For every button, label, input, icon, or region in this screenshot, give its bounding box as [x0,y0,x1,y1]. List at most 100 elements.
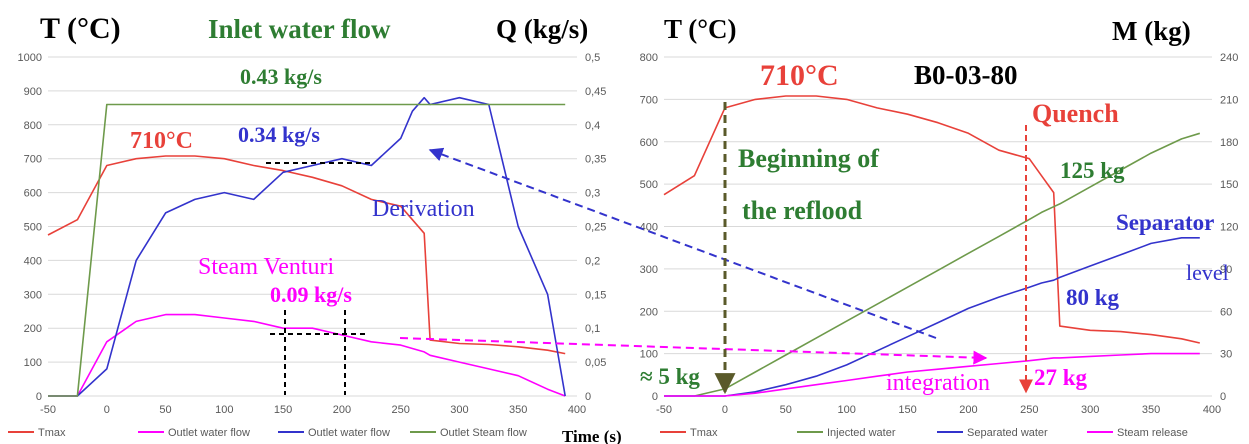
x-tick-label: 100 [837,404,855,416]
series-line [48,103,566,397]
x-tick-label: 250 [391,404,409,416]
x-tick-label: 300 [450,404,468,416]
y-right-tick-label: 150 [1220,179,1238,191]
left-tmax-annotation: 710°C [130,128,193,154]
right-chart: 0100200300400500600700800030609012015018… [640,52,1239,439]
y-left-tick-label: 0 [652,391,658,403]
x-tick-label: 150 [898,404,916,416]
legend-label: Injected water [827,427,896,439]
x-tick-label: 300 [1081,404,1099,416]
venturi-flow-annotation: 0.09 kg/s [270,282,352,307]
legend-label: Outlet water flow [308,427,390,439]
x-tick-label: 100 [215,404,233,416]
left-chart-series [47,96,566,397]
y-left-tick-label: 800 [640,52,658,64]
beginning-annotation-1: Beginning of [738,144,879,173]
legend-label: Outlet water flow [168,427,250,439]
test-id-label: B0-03-80 [914,60,1018,90]
x-tick-label: 200 [959,404,977,416]
legend-label: Steam release [1117,427,1188,439]
series-line [664,352,1200,397]
steam-venturi-annotation: Steam Venturi [198,254,335,280]
legend-label: Separated water [967,427,1048,439]
y-right-tick-label: 0,35 [585,154,606,166]
y-right-tick-label: 30 [1220,349,1232,361]
right-tmax-annotation: 710°C [760,59,839,92]
y-right-tick-label: 0 [585,391,591,403]
y-left-tick-label: 300 [24,289,42,301]
x-tick-label: 150 [274,404,292,416]
x-tick-label: 0 [104,404,110,416]
series-line [47,155,566,355]
x-tick-label: -50 [40,404,56,416]
y-left-tick-label: 100 [24,357,42,369]
quench-annotation: Quench [1032,99,1119,128]
left-chart-legend: Tmax Outlet water flow Outlet water flow Ou… [8,427,527,439]
x-tick-label: 50 [780,404,792,416]
right-chart-grid [664,56,1212,397]
y-left-tick-label: 800 [24,120,42,132]
x-tick-label: 250 [1020,404,1038,416]
x-tick-label: 0 [722,404,728,416]
y-right-tick-label: 240 [1220,52,1238,64]
y-left-tick-label: 300 [640,264,658,276]
steam-flow-annotation: 0.43 kg/s [240,64,322,89]
series-line [664,132,1201,397]
derivation-arrow [428,147,937,339]
y-right-tick-label: 0,3 [585,188,600,200]
x-tick-label: 400 [1203,404,1221,416]
y-right-tick-label: 0,15 [585,289,606,301]
y-right-tick-label: 0,25 [585,222,606,234]
integration-arrow [399,337,988,365]
left-chart-grid [48,56,577,397]
y-left-tick-label: 1000 [18,52,42,64]
y-left-tick-label: 200 [24,323,42,335]
right-chart-legend: Tmax Injected water Separated water Steam r… [660,427,1188,439]
steam-mass-annotation: 27 kg [1034,365,1088,390]
x-tick-label: -50 [656,404,672,416]
y-right-tick-label: 0,4 [585,120,600,132]
y-right-tick-label: 60 [1220,306,1232,318]
legend-label: Tmax [38,427,66,439]
chart-title: Inlet water flow [208,14,391,44]
legend-label: Outlet Steam flow [440,427,527,439]
y-left-tick-label: 100 [640,349,658,361]
y-left-tick-label: 700 [24,154,42,166]
separator-annotation-1: Separator [1116,210,1214,235]
injected-mass-annotation: 125 kg [1060,158,1125,183]
legend-label: Tmax [690,427,718,439]
y-left-tick-label: 400 [640,222,658,234]
right-chart-series [663,95,1201,397]
series-line [48,96,566,397]
y-left-tick-label: 600 [24,188,42,200]
y-left-tick-label: 400 [24,255,42,267]
left-axis-title: T (°C) [40,12,121,45]
x-tick-label: 350 [1142,404,1160,416]
y-right-tick-label: 210 [1220,94,1238,106]
y-right-tick-label: 0,1 [585,323,600,335]
initial-mass-annotation: ≈ 5 kg [640,364,700,389]
x-tick-label: 350 [509,404,527,416]
y-left-tick-label: 500 [640,179,658,191]
series-line [664,237,1200,397]
beginning-annotation-2: the reflood [742,196,863,225]
y-right-tick-label: 0,2 [585,255,600,267]
y-left-tick-label: 900 [24,86,42,98]
y-right-tick-label: 0,45 [585,86,606,98]
y-left-tick-label: 700 [640,94,658,106]
time-axis-label: Time (s) [562,427,622,444]
right-chart-ticks: 0100200300400500600700800030609012015018… [640,52,1239,416]
derivation-annotation: Derivation [372,196,475,222]
x-tick-label: 400 [568,404,586,416]
left-chart: 0100200300400500600700800900100000,050,1… [8,52,606,439]
x-tick-label: 200 [333,404,351,416]
y-right-tick-label: 0,05 [585,357,606,369]
y-right-tick-label: 180 [1220,137,1238,149]
x-tick-label: 50 [159,404,171,416]
right-axis-title: Q (kg/s) [496,14,588,44]
y-right-tick-label: 0 [1220,391,1226,403]
y-right-tick-label: 0,5 [585,52,600,64]
y-left-tick-label: 200 [640,306,658,318]
integration-annotation: integration [886,370,990,396]
